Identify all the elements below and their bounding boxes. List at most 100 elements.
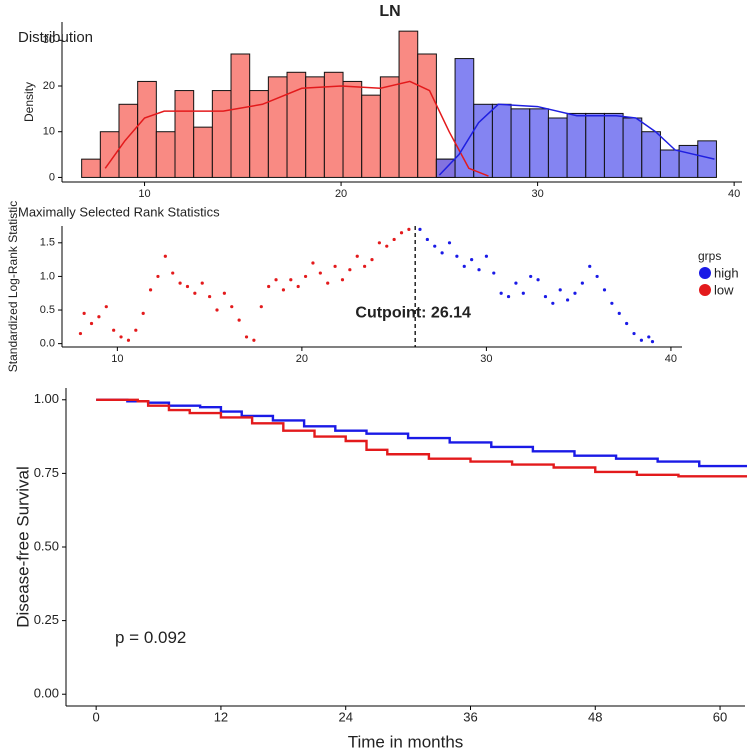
histogram-bar [99,131,120,178]
y-tick-label: 0.75 [34,465,59,480]
histogram-bar [473,103,493,178]
point [252,338,256,342]
point [303,274,308,279]
point [639,338,644,342]
point [418,227,422,231]
point [647,335,651,339]
histogram-bar [398,30,419,178]
point [565,298,570,302]
point [348,268,352,272]
y-tick-label: 0.50 [34,538,59,553]
point [447,241,452,245]
x-tick-label: 24 [338,709,352,724]
point [104,305,108,309]
point [230,305,234,309]
legend-key [699,267,711,279]
legend-title: grps [698,249,721,263]
x-tick-label: 10 [111,353,123,365]
point [222,291,226,295]
point [470,258,474,262]
point [499,291,503,295]
point [89,321,94,326]
y-tick-label: 0.00 [34,686,59,701]
point [529,274,533,279]
point [185,284,190,289]
x-tick-label: 36 [463,709,477,724]
point [244,335,249,339]
point [558,288,562,292]
point [551,301,555,305]
cutpoint-label: Cutpoint: 26.14 [355,305,471,322]
x-tick-label: 20 [335,188,347,200]
histogram-bar [137,80,157,178]
point [289,278,293,282]
y-tick-label: 1.0 [40,270,55,282]
histogram-bar [697,140,717,178]
x-tick-label: 0 [93,709,100,724]
x-axis-label: Time in months [348,732,464,751]
point [573,291,577,295]
point [625,321,629,326]
point [333,264,337,268]
histogram-bar [211,90,232,178]
point [112,328,116,332]
point [632,331,636,336]
point [119,335,123,339]
point [148,288,153,292]
histogram-bar [529,108,549,178]
point [171,271,175,275]
histogram-bar [342,80,363,178]
histogram-bar [603,112,624,178]
y-tick-label: 30 [43,34,55,46]
point [588,264,592,268]
figure-title: LN [379,3,400,20]
point [141,311,145,315]
point [311,261,315,265]
histogram-bar [118,103,139,178]
y-tick-label: 0.5 [40,304,55,316]
survival-curve [96,398,747,478]
y-axis-label: Density [22,82,36,122]
point [521,291,525,295]
histogram-bar [566,112,587,178]
histogram-bar [417,53,437,178]
histogram-bar [155,131,176,178]
histogram-bar [323,71,344,178]
point [163,254,167,258]
point [326,281,330,285]
histogram-bar [547,117,568,178]
x-tick-label: 48 [588,709,602,724]
legend-label: low [714,282,734,297]
density-curve [438,103,715,176]
point [156,274,160,279]
point [377,241,381,245]
histogram-bar [81,158,101,178]
panel-title: Distribution [18,29,93,46]
point [514,281,518,285]
point [274,278,278,282]
histogram-bar [361,94,381,178]
point [97,315,101,319]
x-tick-label: 30 [531,188,543,200]
point [237,318,241,322]
histogram-bar [379,76,400,178]
point [363,264,367,268]
y-tick-label: 20 [43,80,55,92]
point [318,271,322,275]
y-tick-label: 10 [43,126,55,138]
point [267,284,271,289]
x-tick-label: 30 [480,353,492,365]
histogram-bar [267,76,288,178]
point [407,227,411,231]
point [82,311,86,315]
point [477,268,481,272]
point [506,294,511,299]
point [650,340,655,344]
point [296,284,300,289]
x-tick-label: 10 [138,188,150,200]
histogram-bar [174,90,195,178]
survival-curve [96,398,747,468]
point [208,294,212,299]
histogram-bar [193,126,213,178]
density-curve [104,80,489,177]
